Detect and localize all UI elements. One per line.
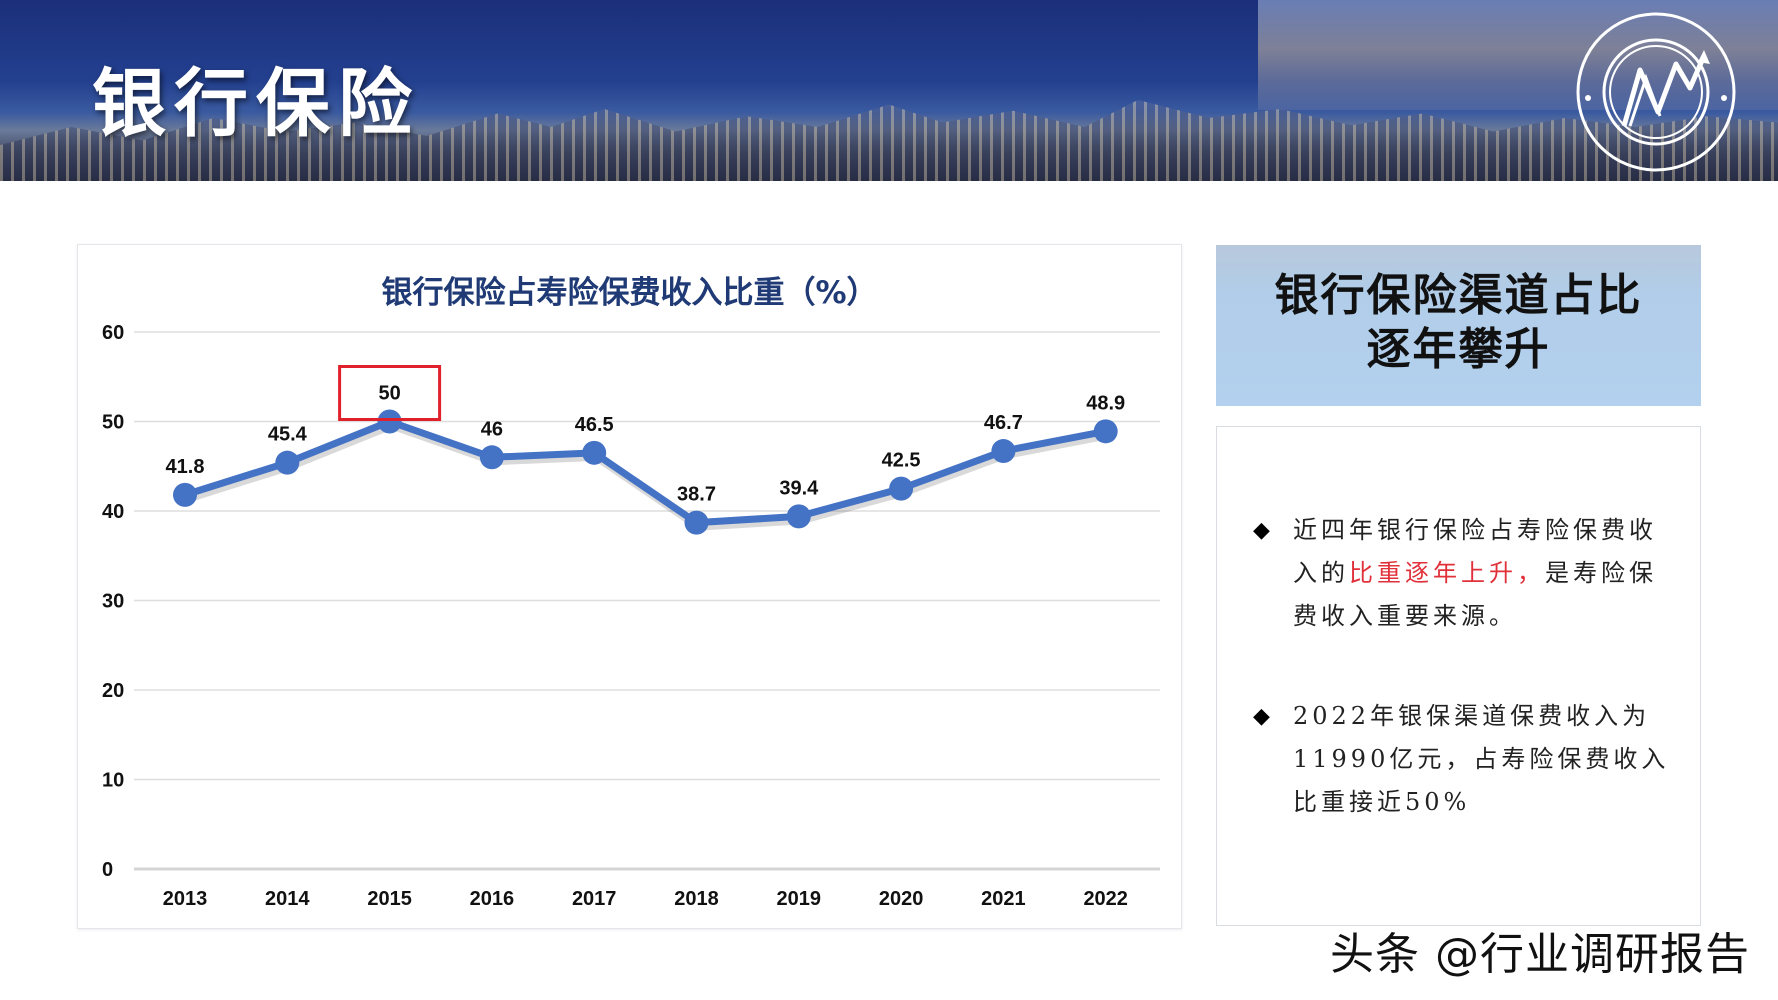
heading-line-1: 银行保险渠道占比 bbox=[1274, 270, 1643, 321]
x-tick-label: 2015 bbox=[367, 888, 412, 910]
x-tick-label: 2020 bbox=[879, 888, 924, 910]
bullet-text: 2022年银保渠道保费收入为11990亿元，占寿险保费收入比重接近50% bbox=[1293, 702, 1670, 816]
data-label: 46.5 bbox=[575, 414, 614, 436]
watermark: 头条 @行业调研报告 bbox=[1330, 929, 1750, 980]
x-tick-label: 2018 bbox=[674, 888, 719, 910]
data-label: 39.4 bbox=[779, 477, 819, 499]
data-label: 46.7 bbox=[984, 412, 1023, 434]
data-point-marker bbox=[889, 476, 914, 501]
data-point-marker bbox=[275, 450, 300, 475]
data-label: 46 bbox=[481, 418, 503, 440]
x-tick-label: 2013 bbox=[163, 888, 208, 910]
line-chart: 0 10 20 30 40 50 60 2013 2014 2015 2016 2017 2018 201… bbox=[102, 322, 1160, 910]
chart-title: 银行保险占寿险保费收入比重（%） bbox=[381, 275, 878, 311]
data-point-marker bbox=[786, 504, 811, 529]
data-label: 50 bbox=[378, 383, 400, 405]
data-label: 38.7 bbox=[677, 484, 716, 506]
bullet-highlight: 比重逐年上升， bbox=[1349, 559, 1545, 587]
x-tick-label: 2019 bbox=[777, 888, 822, 910]
heading-line-2: 逐年攀升 bbox=[1366, 324, 1551, 375]
data-point-marker bbox=[582, 440, 607, 465]
side-panel-body: ◆ 近四年银行保险占寿险保费收入的比重逐年上升，是寿险保费收入重要来源。 ◆ 2… bbox=[1216, 426, 1701, 926]
x-tick-label: 2021 bbox=[981, 888, 1026, 910]
y-tick-label: 30 bbox=[102, 591, 124, 613]
bullet-text-after: 是寿险保费收入重要来源。 bbox=[1293, 559, 1657, 630]
header-banner: 银行保险 bbox=[0, 0, 1778, 181]
research-center-seal-logo-icon bbox=[1576, 12, 1736, 172]
x-tick-label: 2022 bbox=[1083, 888, 1128, 910]
y-tick-label: 60 bbox=[102, 322, 124, 344]
data-label: 45.4 bbox=[268, 424, 308, 446]
page-title: 银行保险 bbox=[92, 61, 420, 147]
x-tick-label: 2017 bbox=[572, 888, 617, 910]
data-point-marker bbox=[991, 439, 1016, 464]
y-tick-label: 10 bbox=[102, 770, 124, 792]
data-line bbox=[183, 418, 1107, 527]
bullet-item-2: ◆ 2022年银保渠道保费收入为11990亿元，占寿险保费收入比重接近50% bbox=[1253, 695, 1673, 824]
y-tick-label: 50 bbox=[102, 412, 124, 434]
chart-card: 银行保险占寿险保费收入比重（%） 0 10 20 30 40 50 60 2013 2014 20… bbox=[77, 244, 1182, 929]
data-label: 42.5 bbox=[882, 450, 921, 472]
data-point-marker bbox=[479, 445, 504, 470]
diamond-bullet-icon: ◆ bbox=[1253, 704, 1274, 729]
bullet-item-1: ◆ 近四年银行保险占寿险保费收入的比重逐年上升，是寿险保费收入重要来源。 bbox=[1253, 509, 1673, 638]
side-panel-heading: 银行保险渠道占比 逐年攀升 bbox=[1216, 245, 1701, 406]
y-tick-label: 40 bbox=[102, 501, 124, 523]
highlight-box bbox=[338, 365, 442, 421]
y-tick-label: 20 bbox=[102, 680, 124, 702]
bullet-text: 近四年银行保险占寿险保费收入的 bbox=[1293, 516, 1657, 587]
x-tick-label: 2014 bbox=[265, 888, 310, 910]
data-point-marker bbox=[173, 482, 197, 507]
data-point-marker bbox=[684, 510, 709, 535]
data-label: 41.8 bbox=[166, 456, 205, 478]
x-tick-label: 2016 bbox=[470, 888, 515, 910]
data-point-marker bbox=[1093, 419, 1118, 444]
y-tick-label: 0 bbox=[102, 859, 113, 881]
data-point-marker bbox=[377, 409, 402, 434]
data-label: 48.9 bbox=[1086, 392, 1125, 414]
diamond-bullet-icon: ◆ bbox=[1253, 518, 1274, 543]
